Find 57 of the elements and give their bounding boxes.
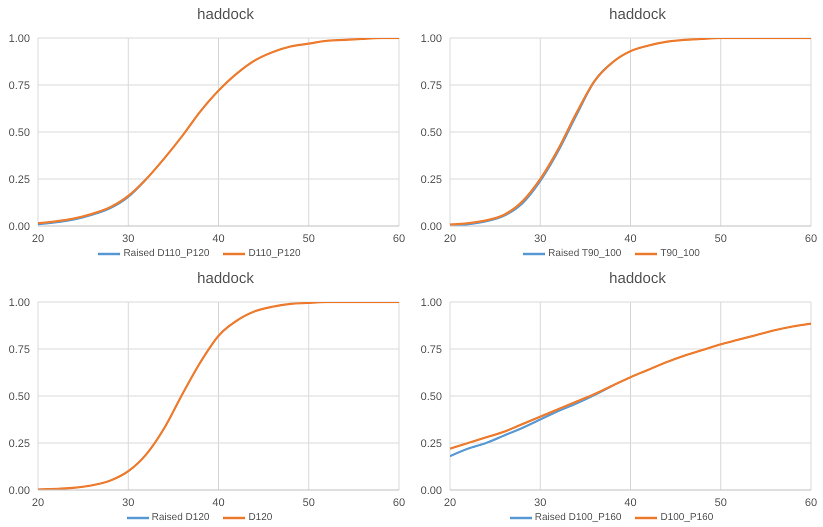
y-tick-label: 0.50	[420, 126, 442, 139]
x-tick-label: 60	[804, 232, 818, 245]
legend-label: Raised D100_P160	[534, 512, 622, 523]
y-tick-label: 1.00	[8, 296, 30, 309]
legend-label: T90_100	[660, 248, 700, 259]
y-tick-label: 0.75	[420, 80, 442, 92]
chart-title: haddock	[608, 270, 667, 287]
legend-label: D100_P160	[660, 512, 714, 523]
legend-label: D120	[248, 512, 272, 523]
chart-title: haddock	[196, 270, 255, 287]
line-series	[38, 302, 399, 490]
x-tick-label: 60	[392, 232, 406, 245]
x-tick-label: 30	[534, 496, 546, 509]
line-series	[450, 38, 811, 226]
x-tick-label: 40	[624, 496, 637, 509]
y-tick-label: 0.25	[8, 174, 30, 186]
x-tick-label: 60	[392, 496, 406, 509]
x-tick-label: 20	[444, 496, 456, 509]
y-tick-label: 0.75	[8, 80, 30, 92]
legend-label: Raised D110_P120	[123, 248, 210, 259]
y-tick-label: 0.00	[420, 220, 442, 233]
x-tick-label: 20	[32, 496, 44, 509]
y-tick-label: 0.00	[8, 220, 30, 233]
x-tick-label: 20	[444, 232, 456, 245]
x-tick-label: 50	[714, 496, 727, 509]
x-tick-label: 50	[302, 496, 315, 509]
line-series	[38, 38, 399, 224]
chart-title: haddock	[608, 6, 667, 23]
x-tick-label: 50	[302, 232, 315, 245]
legend-label: D110_P120	[248, 248, 301, 259]
y-tick-label: 0.50	[8, 390, 30, 403]
y-tick-label: 0.25	[8, 438, 30, 450]
y-tick-label: 0.50	[8, 126, 30, 139]
y-tick-label: 0.50	[420, 390, 442, 403]
y-tick-label: 1.00	[420, 32, 442, 45]
y-tick-label: 1.00	[420, 296, 442, 309]
y-tick-label: 1.00	[8, 32, 30, 45]
y-tick-label: 0.00	[8, 484, 30, 497]
x-tick-label: 60	[804, 496, 818, 509]
legend-label: Raised D120	[152, 512, 210, 523]
line-series	[450, 384, 614, 458]
x-tick-label: 30	[122, 232, 134, 245]
y-tick-label: 0.25	[420, 438, 442, 450]
y-tick-label: 0.25	[420, 174, 442, 186]
x-tick-label: 50	[714, 232, 727, 245]
x-tick-label: 30	[534, 232, 546, 245]
chart-title: haddock	[196, 6, 255, 23]
x-tick-label: 40	[212, 232, 225, 245]
x-tick-label: 40	[212, 496, 225, 509]
x-tick-label: 40	[624, 232, 637, 245]
y-tick-label: 0.75	[8, 344, 30, 356]
y-tick-label: 0.00	[420, 484, 442, 497]
line-series	[450, 322, 811, 450]
legend-label: Raised T90_100	[548, 248, 622, 259]
y-tick-label: 0.75	[420, 344, 442, 356]
x-tick-label: 20	[32, 232, 44, 245]
x-tick-label: 30	[122, 496, 134, 509]
